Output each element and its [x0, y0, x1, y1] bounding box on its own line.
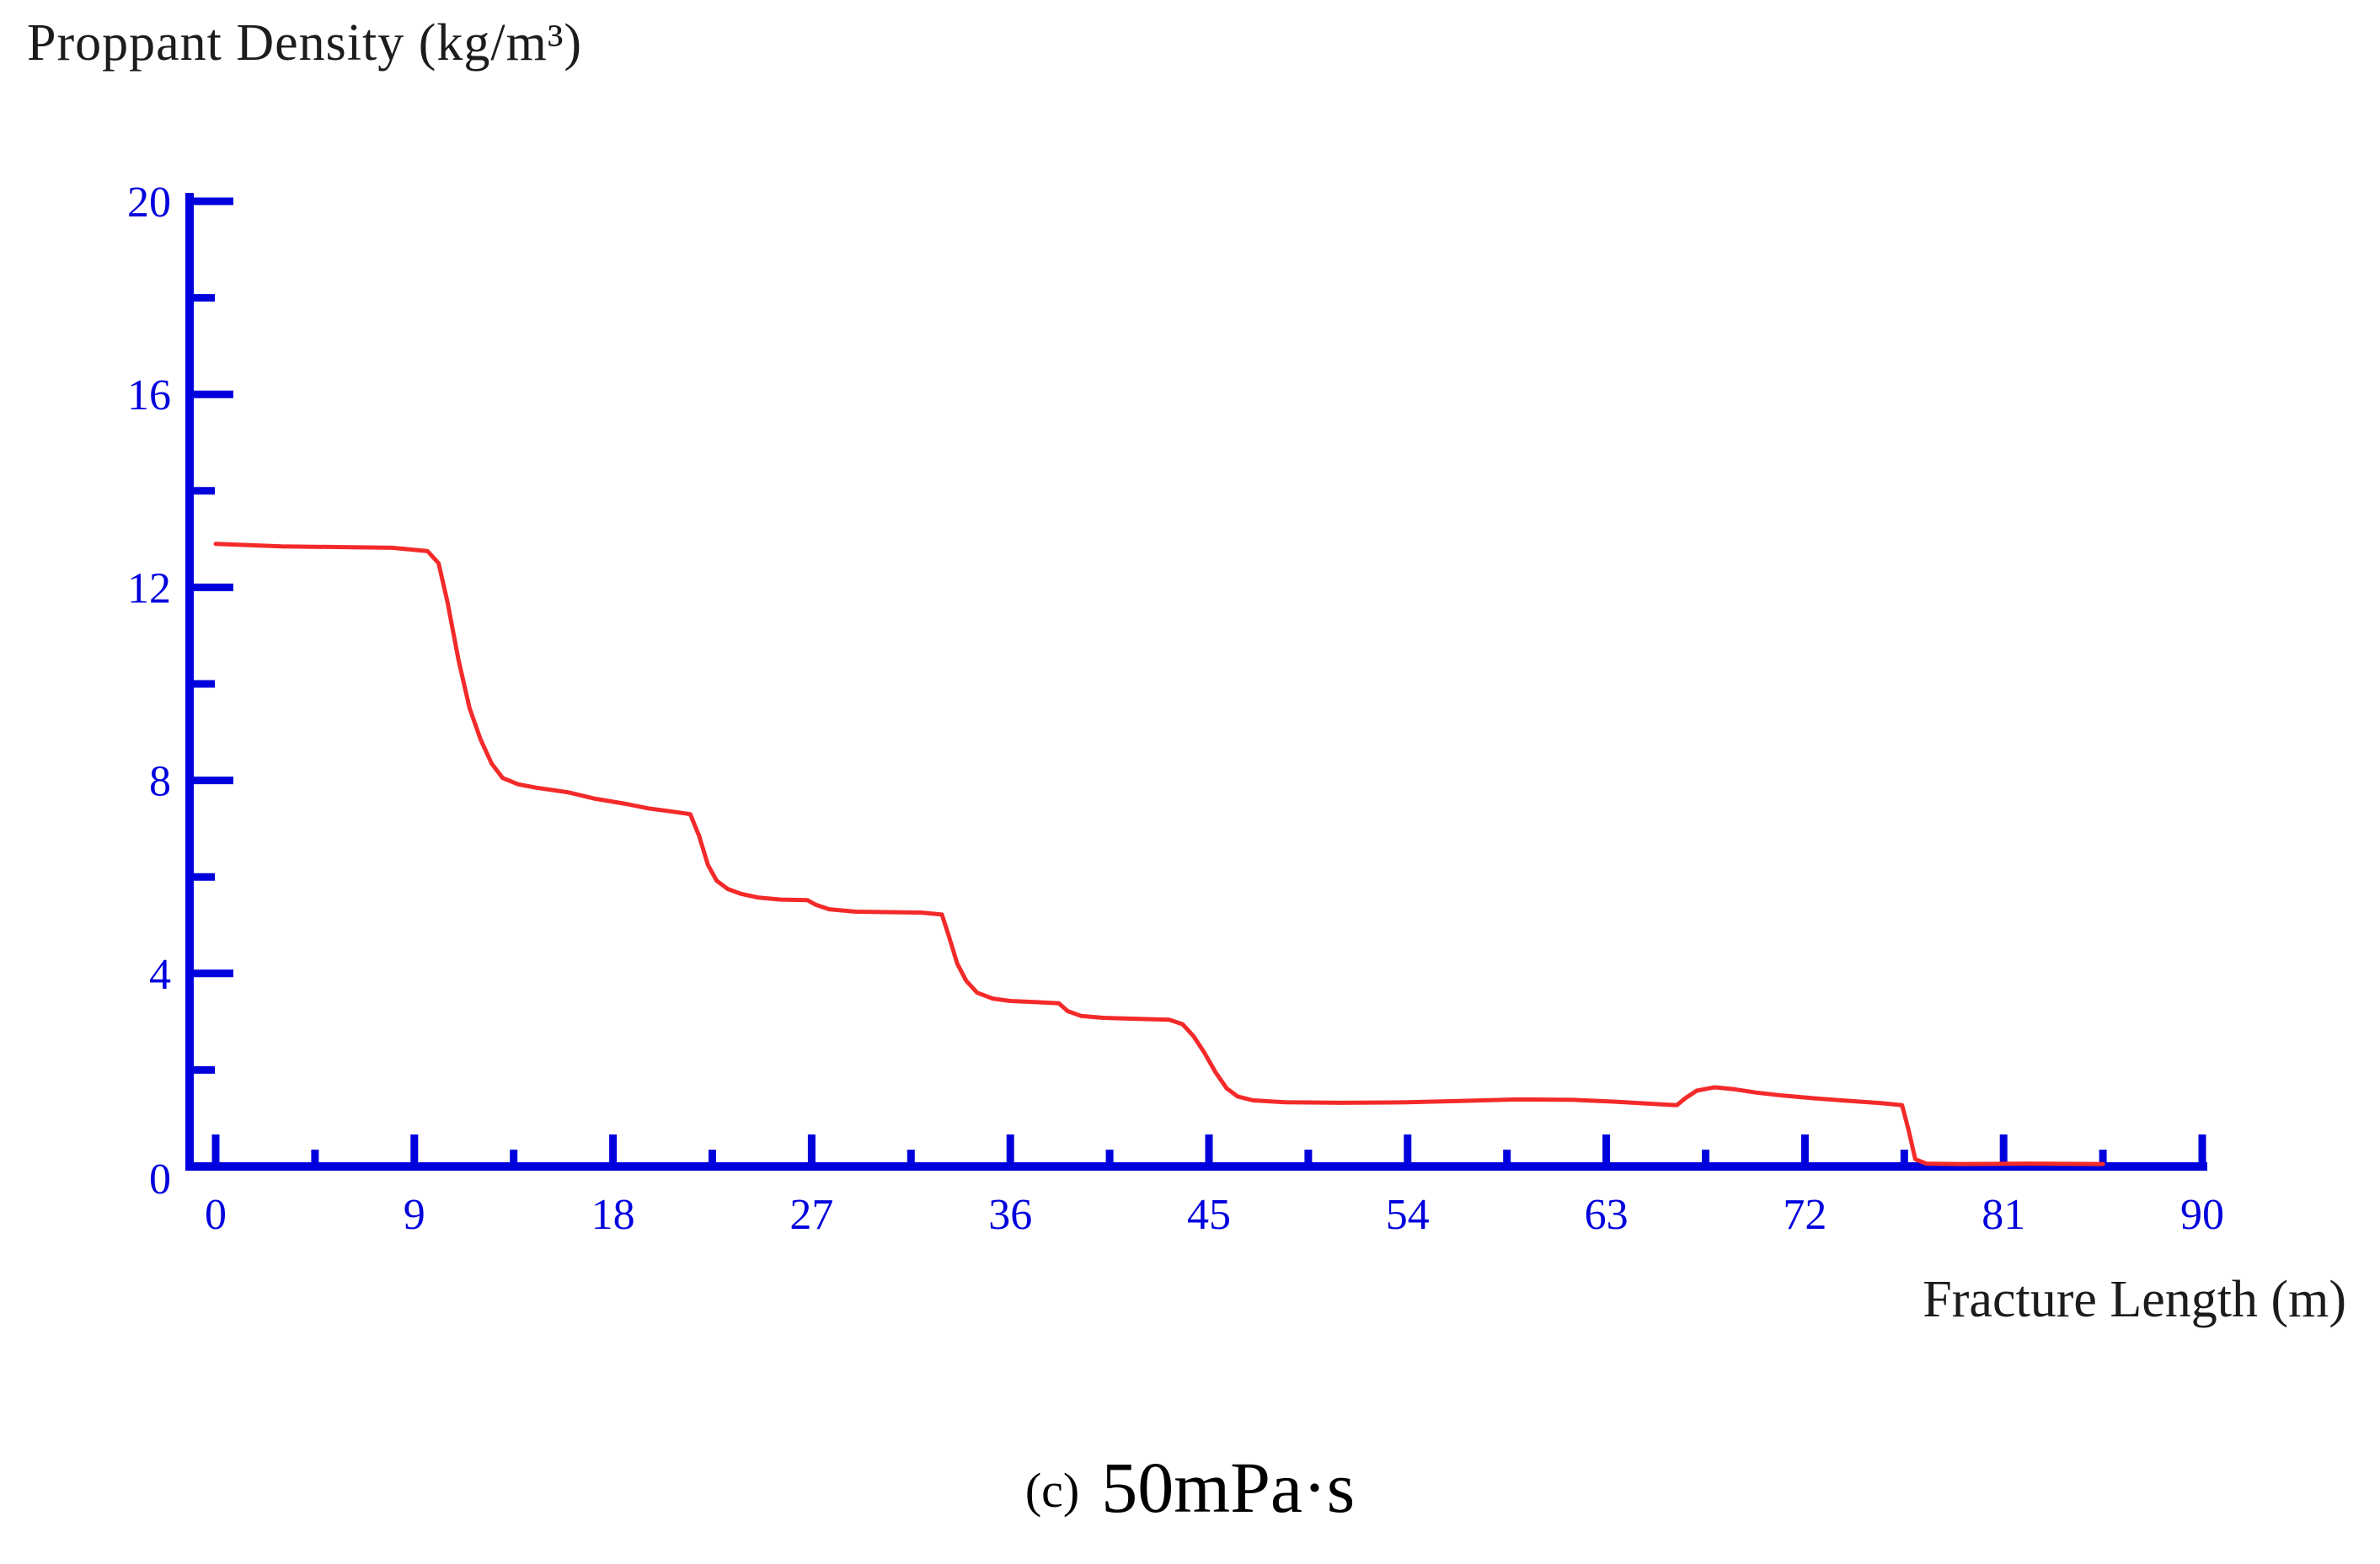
x-tick-label: 72: [1783, 1191, 1826, 1239]
caption-text: 50mPa·s: [1101, 1447, 1356, 1528]
x-axis-label: Fracture Length (m): [1923, 1271, 2346, 1328]
y-tick-label: 16: [127, 371, 171, 419]
x-tick-label: 9: [404, 1191, 425, 1239]
x-tick-label: 54: [1386, 1191, 1430, 1239]
y-tick-label: 12: [127, 564, 171, 612]
x-tick-label: 0: [205, 1191, 227, 1239]
caption-index: (c): [1024, 1463, 1080, 1518]
data-line: [213, 542, 2105, 1166]
x-tick-label: 45: [1187, 1191, 1231, 1239]
y-tick-label: 4: [149, 951, 171, 999]
x-tick-label: 63: [1585, 1191, 1629, 1239]
y-tick-label: 20: [127, 179, 171, 227]
x-tick-label: 81: [1982, 1191, 2025, 1239]
x-tick-label: 90: [2180, 1191, 2224, 1239]
y-tick-label: 8: [149, 758, 171, 806]
chart-title: Proppant Density (kg/m³): [27, 14, 583, 72]
y-tick-label: 0: [149, 1156, 171, 1204]
x-tick-label: 18: [591, 1191, 635, 1239]
x-tick-label: 27: [789, 1191, 833, 1239]
x-tick-label: 36: [988, 1191, 1032, 1239]
chart-caption: (c) 50mPa·s: [0, 1445, 2380, 1529]
